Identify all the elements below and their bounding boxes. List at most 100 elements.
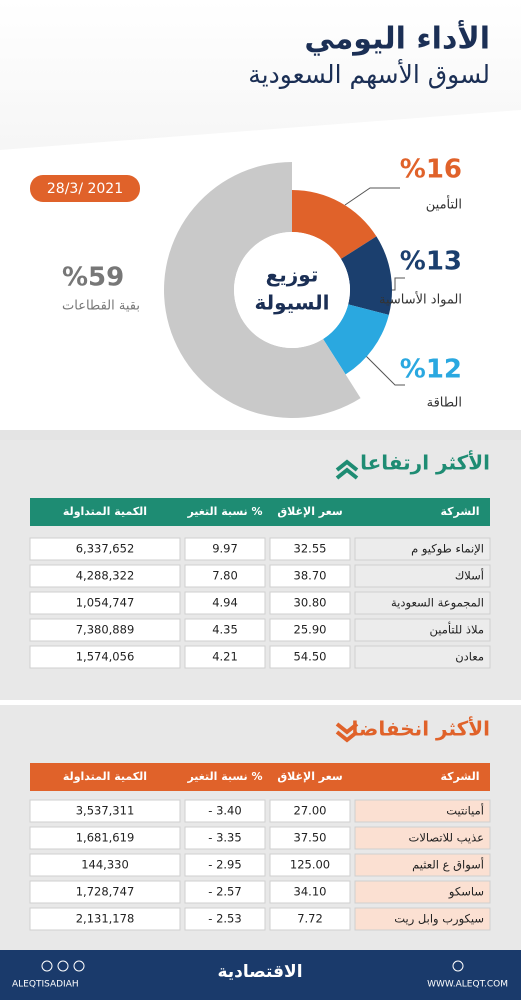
table-cell-text: الإنماء طوكيو م: [411, 542, 484, 557]
slice-value-label: %16: [400, 155, 462, 185]
table-cell: [184, 591, 266, 615]
table-cell-text: 38.70: [294, 569, 327, 583]
table-cell: [29, 591, 181, 615]
table-cell: [29, 645, 181, 669]
table-cell: [29, 826, 181, 850]
table-cell-text: 3,537,311: [76, 804, 135, 818]
table-cell: [354, 907, 491, 931]
table-cell-text: أميانتيت: [446, 803, 484, 818]
table-cell-text: أسواق ع العثيم: [412, 857, 484, 873]
table-cell: [184, 564, 266, 588]
up-arrows: [335, 459, 359, 480]
table-cell-text: 30.80: [294, 596, 327, 610]
table-cell-text: 34.10: [294, 885, 327, 899]
table-cell-text: 54.50: [294, 650, 327, 664]
table-cell: [184, 537, 266, 561]
table-cell-text: 7,380,889: [76, 623, 135, 637]
table-header-bg: [30, 763, 490, 791]
table-cell-text: - 3.35: [208, 831, 241, 845]
table-cell: [29, 564, 181, 588]
table-cell-text: 7.80: [212, 569, 238, 583]
column-header: سعر الإغلاق: [277, 770, 342, 783]
table-cell-text: 25.90: [294, 623, 327, 637]
section-title: الأكثر انخفاضا: [352, 716, 490, 741]
table-cell-text: عذيب للاتصالات: [409, 831, 484, 845]
table-cell-text: - 2.57: [208, 885, 241, 899]
table-cell: [184, 853, 266, 877]
table-cell-text: 1,054,747: [76, 596, 135, 610]
pie-slice: [164, 162, 361, 418]
pie-center: [234, 232, 350, 348]
table-cell: [269, 537, 351, 561]
table-cell-text: ساسكو: [448, 885, 484, 900]
slice-category-label: التأمين: [426, 195, 462, 213]
table-cell: [354, 799, 491, 823]
table-cell-text: المجموعة السعودية: [391, 596, 484, 611]
table-cell: [269, 591, 351, 615]
table-cell: [184, 907, 266, 931]
table-cell: [29, 799, 181, 823]
table-cell-text: 9.97: [212, 542, 238, 556]
center-label: توزيع: [266, 263, 319, 287]
table-cell-text: 37.50: [294, 831, 327, 845]
table-cell-text: 1,574,056: [76, 650, 135, 664]
table-cell: [354, 591, 491, 615]
table-cell-text: معادن: [455, 650, 484, 664]
title: الأداء اليومي: [304, 20, 490, 57]
footer-url: WWW.ALEQT.COM: [427, 980, 508, 990]
table-cell-text: 32.55: [294, 542, 327, 556]
table-cell: [269, 880, 351, 904]
column-header: الشركة: [440, 770, 479, 783]
table-cell: [354, 564, 491, 588]
table-cell-text: - 3.40: [208, 804, 241, 818]
table-cell: [29, 907, 181, 931]
table-cell-text: 4,288,322: [76, 569, 135, 583]
table-cell: [29, 853, 181, 877]
table-cell: [269, 564, 351, 588]
table-cell: [354, 645, 491, 669]
column-header: الشركة: [440, 505, 479, 518]
column-header: نسبة التغير %: [186, 505, 262, 518]
table-cell: [269, 618, 351, 642]
table-cell-text: 7.72: [297, 912, 323, 926]
section-title: الأكثر ارتفاعا: [360, 450, 490, 475]
table-cell: [269, 799, 351, 823]
footer-bar: [0, 950, 521, 1000]
table-cell-text: ملاذ للتأمين: [430, 622, 484, 638]
date: 28/3/ 2021: [47, 181, 123, 197]
pie-slice: [323, 304, 389, 375]
table-cell: [184, 826, 266, 850]
table-cell-text: 125.00: [290, 858, 330, 872]
table-cell: [29, 537, 181, 561]
table-cell: [354, 826, 491, 850]
table-cell-text: - 2.53: [208, 912, 241, 926]
table-cell-text: 4.21: [212, 650, 238, 664]
table-cell-text: 4.94: [212, 596, 238, 610]
table-cell: [269, 907, 351, 931]
column-header: الكمية المتداولة: [63, 505, 147, 518]
table-cell-text: - 2.95: [208, 858, 241, 872]
column-header: الكمية المتداولة: [63, 770, 147, 783]
table-cell-text: سيكورب وابل ريت: [394, 912, 484, 927]
table-cell: [184, 799, 266, 823]
footer-handle: ALEQTISADIAH: [12, 980, 79, 990]
slice-value-label: %59: [62, 263, 124, 293]
slice-category-label: بقية القطاعات: [62, 299, 140, 314]
table-cell-text: 1,728,747: [76, 885, 135, 899]
social-icons: [41, 960, 464, 972]
column-header: سعر الإغلاق: [277, 505, 342, 518]
table-cell: [29, 618, 181, 642]
table-cell-text: 1,681,619: [76, 831, 135, 845]
table-cell: [184, 645, 266, 669]
table-cell: [354, 618, 491, 642]
table-cell: [184, 618, 266, 642]
pie-slice: [292, 190, 377, 259]
column-header: نسبة التغير %: [186, 770, 262, 783]
footer-logo: الاقتصادية: [217, 962, 302, 982]
table-cell: [184, 880, 266, 904]
table-cell-text: 4.35: [212, 623, 238, 637]
table-cell: [354, 880, 491, 904]
table-cell-text: 144,330: [81, 858, 129, 872]
